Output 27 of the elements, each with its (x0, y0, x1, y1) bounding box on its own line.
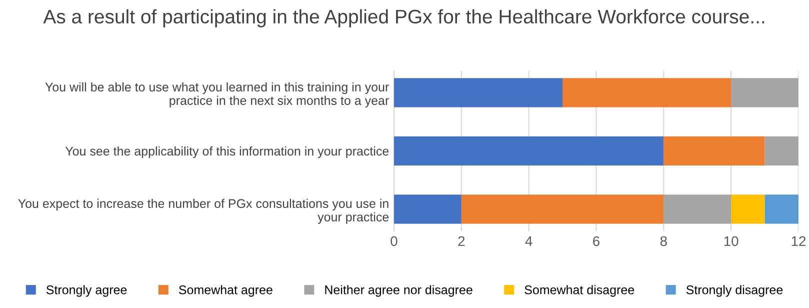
bar (664, 194, 732, 224)
y-tick-label: You expect to increase the number of PGx consultations you use in your practice (18, 198, 389, 224)
legend-label: Strongly agree (46, 285, 127, 297)
legend-label: Neither agree nor disagree (325, 285, 472, 297)
legend-label: Somewhat agree (179, 285, 272, 297)
legend-label: Somewhat disagree (524, 285, 634, 297)
bar (764, 194, 798, 224)
bar (394, 194, 462, 224)
bar (562, 78, 732, 108)
chart-title: As a result of participating in the Applied PGx for the Healthcare Workforce course... (43, 9, 764, 28)
x-tick-label: 12 (792, 236, 806, 246)
y-tick-label: You will be able to use what you learned in this training in your practice in the next six months to a year (45, 82, 389, 108)
bar (731, 194, 765, 224)
legend-label: Strongly disagree (686, 285, 783, 297)
bar (764, 136, 798, 166)
bar (731, 78, 798, 108)
x-tick-label: 10 (724, 236, 738, 246)
x-tick-label: 0 (390, 236, 398, 246)
bar (394, 136, 664, 166)
x-tick-label: 8 (660, 236, 667, 246)
x-tick-label: 6 (593, 236, 600, 246)
bar (461, 194, 664, 224)
bar (664, 136, 765, 166)
bar (394, 78, 563, 108)
y-tick-label: You see the applicability of this information in your practice (65, 146, 389, 158)
x-tick-label: 2 (458, 236, 465, 246)
x-tick-label: 4 (525, 236, 532, 246)
